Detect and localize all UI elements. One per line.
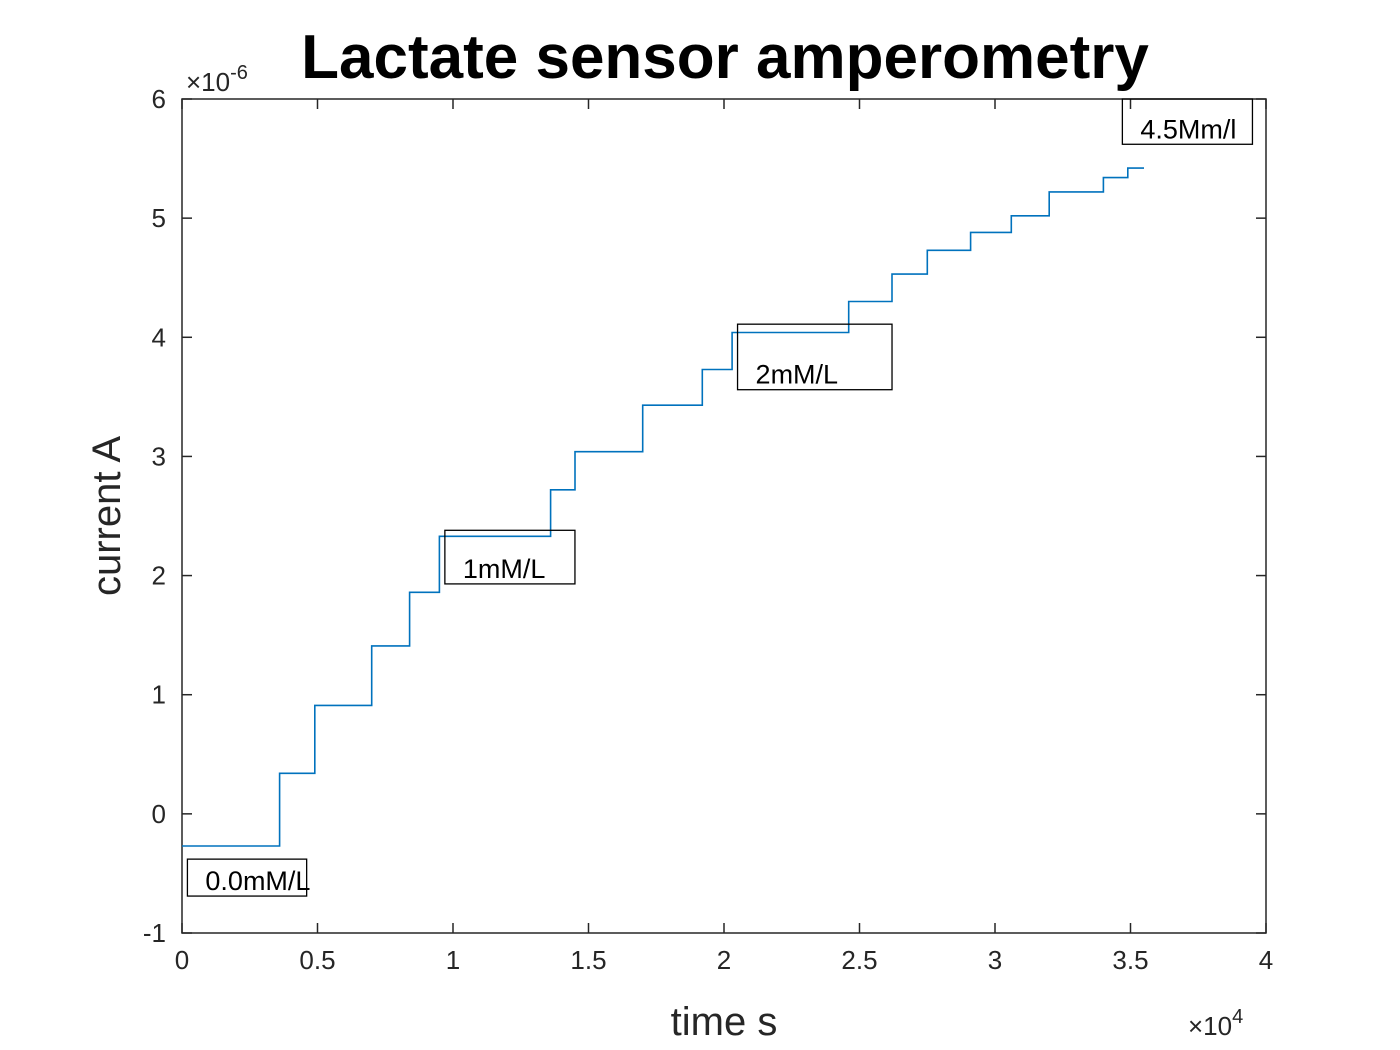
- x-tick-label: 4: [1259, 945, 1273, 975]
- plot-area: 0 0.5 1 1.5 2 2.5 3 3.5 4 -1 0 1 2 3 4 5 6 0.0mM/L 1mM/L…: [143, 84, 1273, 975]
- annotation-text: 2mM/L: [756, 360, 839, 390]
- svg-text:×104: ×104: [1188, 1006, 1243, 1041]
- chart-title: Lactate sensor amperometry: [301, 23, 1149, 92]
- x-multiplier: ×104: [1188, 1006, 1243, 1041]
- annotation-3: 4.5Mm/l: [1121, 98, 1254, 145]
- x-tick-label: 2: [717, 945, 731, 975]
- annotation-layer: 0.0mM/L 1mM/L 2mM/L 4.5Mm/l: [186, 98, 1254, 897]
- annotation-text: 0.0mM/L: [205, 866, 310, 896]
- y-tick-label: 4: [152, 322, 166, 352]
- annotation-0: 0.0mM/L: [186, 858, 310, 897]
- annotation-text: 1mM/L: [463, 554, 546, 584]
- x-tick-label: 0.5: [299, 945, 335, 975]
- y-tick-label: 3: [152, 441, 166, 471]
- x-tick-label: 0: [175, 945, 189, 975]
- y-tick-label: 1: [152, 680, 166, 710]
- x-tick-label: 1.5: [570, 945, 606, 975]
- annotation-1: 1mM/L: [444, 529, 576, 585]
- y-axis-label: current A: [85, 436, 129, 596]
- annotation-box: [736, 323, 893, 391]
- annotation-text: 4.5Mm/l: [1140, 114, 1236, 144]
- y-tick-label: 5: [152, 203, 166, 233]
- y-tick-label: 6: [152, 84, 166, 114]
- x-multiplier-base: ×10: [1188, 1011, 1232, 1041]
- annotation-box: [186, 858, 308, 897]
- axes-box: [181, 98, 1267, 934]
- y-multiplier-exp: -6: [230, 62, 248, 84]
- y-multiplier-base: ×10: [186, 67, 230, 97]
- y-multiplier: ×10-6: [186, 62, 248, 97]
- x-tick-label: 3.5: [1112, 945, 1148, 975]
- x-multiplier-exp: 4: [1232, 1006, 1243, 1028]
- y-tick-label: -1: [143, 918, 166, 948]
- series-layer: [182, 167, 1144, 847]
- series-line-0: [182, 167, 1144, 847]
- annotation-box: [1121, 98, 1254, 145]
- x-axis-label: time s: [671, 1000, 778, 1044]
- x-tick-label: 3: [988, 945, 1002, 975]
- y-tick-label: 2: [152, 561, 166, 591]
- annotation-box: [444, 529, 576, 585]
- svg-text:×10-6: ×10-6: [186, 62, 248, 97]
- x-tick-label: 2.5: [841, 945, 877, 975]
- x-tick-label: 1: [446, 945, 460, 975]
- y-tick-label: 0: [152, 799, 166, 829]
- y-axis: -1 0 1 2 3 4 5 6: [143, 84, 1266, 948]
- x-axis: 0 0.5 1 1.5 2 2.5 3 3.5 4: [175, 99, 1273, 975]
- annotation-2: 2mM/L: [736, 323, 893, 391]
